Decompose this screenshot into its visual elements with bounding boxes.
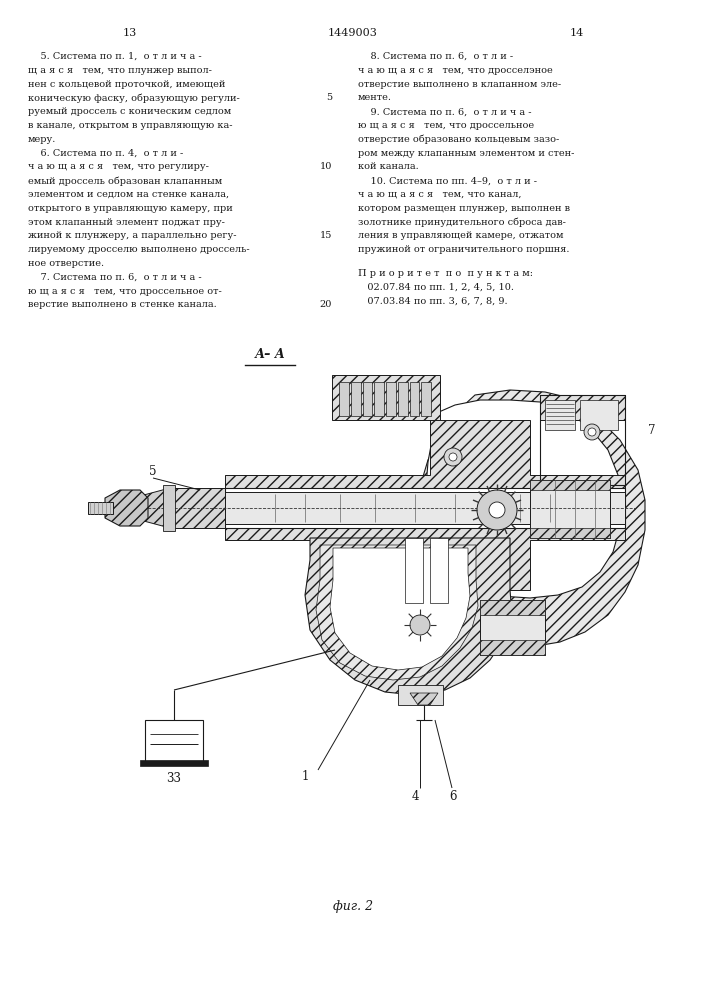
- Text: 8. Система по п. 6,  о т л и -: 8. Система по п. 6, о т л и -: [358, 52, 513, 61]
- Bar: [480, 600, 545, 655]
- Text: фиг. 2: фиг. 2: [333, 900, 373, 913]
- Text: ч а ю щ а я с я   тем, что дросселэное: ч а ю щ а я с я тем, что дросселэное: [358, 66, 553, 75]
- Bar: [409, 382, 419, 416]
- Text: 5. Система по п. 1,  о т л и ч а -: 5. Система по п. 1, о т л и ч а -: [28, 52, 201, 61]
- Text: 4: 4: [411, 790, 419, 803]
- Bar: [374, 382, 384, 416]
- Text: ч а ю щ а я с я   тем, что канал,: ч а ю щ а я с я тем, что канал,: [358, 190, 522, 199]
- Bar: [398, 685, 443, 705]
- Text: этом клапанный элемент поджат пру-: этом клапанный элемент поджат пру-: [28, 218, 225, 227]
- Polygon shape: [425, 400, 622, 598]
- Text: 6. Система по п. 4,  о т л и -: 6. Система по п. 4, о т л и -: [28, 149, 183, 158]
- Polygon shape: [416, 390, 645, 647]
- Text: щ а я с я   тем, что плунжер выпол-: щ а я с я тем, что плунжер выпол-: [28, 66, 212, 75]
- Bar: [540, 395, 625, 485]
- Text: 02.07.84 по пп. 1, 2, 4, 5, 10.: 02.07.84 по пп. 1, 2, 4, 5, 10.: [358, 283, 514, 292]
- Polygon shape: [410, 693, 438, 705]
- Circle shape: [489, 502, 505, 518]
- Text: 33: 33: [167, 772, 182, 785]
- Polygon shape: [480, 600, 545, 615]
- Polygon shape: [330, 548, 470, 670]
- Text: котором размещен плунжер, выполнен в: котором размещен плунжер, выполнен в: [358, 204, 570, 213]
- Bar: [88, 502, 113, 514]
- Bar: [386, 382, 396, 416]
- Text: 20: 20: [320, 300, 332, 309]
- Text: 6: 6: [449, 790, 457, 803]
- Polygon shape: [332, 375, 440, 420]
- Text: 07.03.84 по пп. 3, 6, 7, 8, 9.: 07.03.84 по пп. 3, 6, 7, 8, 9.: [358, 297, 508, 306]
- Text: жиной к плунжеру, а параллельно регу-: жиной к плунжеру, а параллельно регу-: [28, 231, 237, 240]
- Text: 15: 15: [320, 231, 332, 240]
- Polygon shape: [105, 490, 148, 526]
- Text: ления в управляющей камере, отжатом: ления в управляющей камере, отжатом: [358, 231, 563, 240]
- Bar: [398, 382, 407, 416]
- Text: П р и о р и т е т  п о  п у н к т а м:: П р и о р и т е т п о п у н к т а м:: [358, 269, 533, 278]
- Polygon shape: [530, 528, 610, 538]
- Text: А– А: А– А: [255, 348, 286, 361]
- Text: отверстие образовано кольцевым зазо-: отверстие образовано кольцевым зазо-: [358, 135, 559, 144]
- Polygon shape: [225, 420, 625, 590]
- Text: верстие выполнено в стенке канала.: верстие выполнено в стенке канала.: [28, 300, 217, 309]
- Text: 7: 7: [648, 424, 655, 436]
- Polygon shape: [540, 395, 625, 420]
- Polygon shape: [305, 538, 512, 695]
- Text: 7. Система по п. 6,  о т л и ч а -: 7. Система по п. 6, о т л и ч а -: [28, 273, 201, 282]
- Text: менте.: менте.: [358, 93, 392, 102]
- Text: отверстие выполнено в клапанном эле-: отверстие выполнено в клапанном эле-: [358, 80, 561, 89]
- Bar: [163, 485, 175, 531]
- Text: в канале, открытом в управляющую ка-: в канале, открытом в управляющую ка-: [28, 121, 233, 130]
- Text: ч а ю щ а я с я   тем, что регулиру-: ч а ю щ а я с я тем, что регулиру-: [28, 162, 209, 171]
- Polygon shape: [480, 640, 545, 655]
- Text: 13: 13: [123, 28, 137, 38]
- Bar: [580, 400, 618, 430]
- Bar: [405, 538, 423, 603]
- Bar: [545, 400, 575, 430]
- Text: 14: 14: [570, 28, 584, 38]
- Text: 5: 5: [326, 93, 332, 102]
- Bar: [530, 480, 610, 538]
- Bar: [225, 492, 625, 524]
- Text: 1449003: 1449003: [328, 28, 378, 38]
- Circle shape: [449, 453, 457, 461]
- Polygon shape: [530, 480, 610, 490]
- Bar: [339, 382, 349, 416]
- Text: 5: 5: [149, 465, 157, 478]
- Text: открытого в управляющую камеру, при: открытого в управляющую камеру, при: [28, 204, 233, 213]
- Circle shape: [410, 615, 430, 635]
- Circle shape: [588, 428, 596, 436]
- Text: ром между клапанным элементом и стен-: ром между клапанным элементом и стен-: [358, 149, 574, 158]
- Text: кой канала.: кой канала.: [358, 162, 419, 171]
- Circle shape: [477, 490, 517, 530]
- Text: лируемому дросселю выполнено дроссель-: лируемому дросселю выполнено дроссель-: [28, 245, 250, 254]
- Bar: [430, 538, 448, 603]
- Circle shape: [584, 424, 600, 440]
- Circle shape: [444, 448, 462, 466]
- Bar: [145, 720, 203, 762]
- Text: емый дроссель образован клапанным: емый дроссель образован клапанным: [28, 176, 222, 186]
- Polygon shape: [170, 488, 225, 528]
- Bar: [140, 760, 208, 766]
- Text: ю щ а я с я   тем, что дроссельное от-: ю щ а я с я тем, что дроссельное от-: [28, 287, 222, 296]
- Text: руемый дроссель с коническим седлом: руемый дроссель с коническим седлом: [28, 107, 231, 116]
- Text: пружиной от ограничительного поршня.: пружиной от ограничительного поршня.: [358, 245, 570, 254]
- Polygon shape: [140, 488, 170, 528]
- Text: 1: 1: [301, 770, 309, 783]
- Bar: [421, 382, 431, 416]
- Bar: [351, 382, 361, 416]
- Text: 9. Система по п. 6,  о т л и ч а -: 9. Система по п. 6, о т л и ч а -: [358, 107, 532, 116]
- Text: элементом и седлом на стенке канала,: элементом и седлом на стенке канала,: [28, 190, 229, 199]
- Bar: [363, 382, 373, 416]
- Text: золотнике принудительного сброса дав-: золотнике принудительного сброса дав-: [358, 218, 566, 227]
- Text: 10. Система по пп. 4–9,  о т л и -: 10. Система по пп. 4–9, о т л и -: [358, 176, 537, 185]
- Text: 10: 10: [320, 162, 332, 171]
- Text: ное отверстие.: ное отверстие.: [28, 259, 104, 268]
- Bar: [225, 488, 625, 528]
- Text: ю щ а я с я   тем, что дроссельное: ю щ а я с я тем, что дроссельное: [358, 121, 534, 130]
- Polygon shape: [316, 545, 478, 680]
- Text: нен с кольцевой проточкой, имеющей: нен с кольцевой проточкой, имеющей: [28, 80, 226, 89]
- Text: коническую фаску, образующую регули-: коническую фаску, образующую регули-: [28, 93, 240, 103]
- Text: меру.: меру.: [28, 135, 57, 144]
